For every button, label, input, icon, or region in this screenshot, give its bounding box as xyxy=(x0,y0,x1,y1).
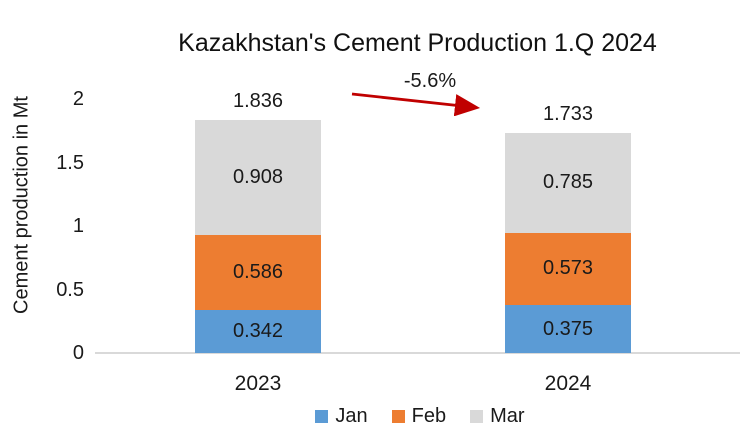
bar-total-label: 1.733 xyxy=(542,102,594,125)
x-category-label: 2024 xyxy=(544,372,592,395)
x-axis-line xyxy=(95,352,740,354)
trend-annotation-label: -5.6% xyxy=(403,70,457,92)
y-tick-label: 1.5 xyxy=(56,151,84,174)
segment-value-label: 0.785 xyxy=(542,171,594,194)
bar-segment-mar-2023: 0.908 xyxy=(195,119,321,236)
legend-swatch-mar xyxy=(470,409,484,423)
bar-total-label: 1.836 xyxy=(232,89,284,112)
bar-segment-jan-2023: 0.342 xyxy=(195,309,321,353)
y-tick-label: 1 xyxy=(72,215,84,237)
legend-label: Feb xyxy=(411,405,447,427)
segment-value-label: 0.573 xyxy=(542,257,594,280)
segment-value-label: 0.375 xyxy=(542,317,594,340)
segment-value-label: 0.586 xyxy=(232,260,284,283)
legend-item-feb: Feb xyxy=(391,404,447,428)
y-tick-label: 0 xyxy=(72,342,84,364)
legend-label: Jan xyxy=(335,405,368,427)
legend-swatch-jan xyxy=(315,409,329,423)
legend: Jan Feb Mar xyxy=(95,403,745,429)
bar-segment-feb-2023: 0.586 xyxy=(195,235,321,310)
bar-segment-mar-2024: 0.785 xyxy=(505,132,631,233)
y-tick-label: 2 xyxy=(72,88,84,110)
trend-arrow-icon xyxy=(351,92,481,116)
segment-value-label: 0.342 xyxy=(232,319,284,342)
legend-label: Mar xyxy=(490,405,525,427)
legend-item-mar: Mar xyxy=(470,404,525,428)
legend-item-jan: Jan xyxy=(315,404,368,428)
segment-value-label: 0.908 xyxy=(232,165,284,188)
legend-swatch-feb xyxy=(391,409,405,423)
y-tick-label: 0.5 xyxy=(56,278,84,301)
chart-title: Kazakhstan's Cement Production 1.Q 2024 xyxy=(178,29,657,57)
bar-segment-jan-2024: 0.375 xyxy=(505,305,631,353)
x-category-label: 2023 xyxy=(234,372,282,395)
bar-segment-feb-2024: 0.573 xyxy=(505,232,631,306)
